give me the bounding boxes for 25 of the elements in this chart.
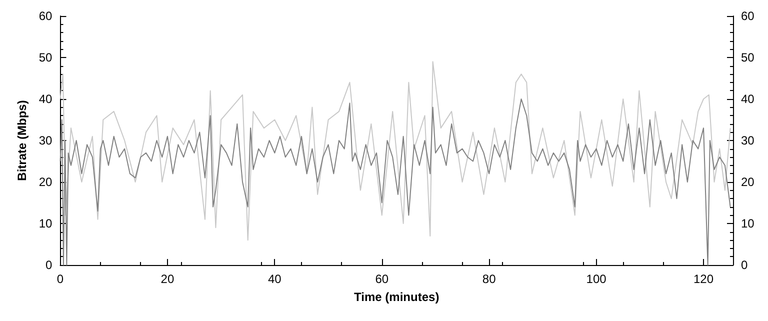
y2-tick-label: 10 xyxy=(741,216,755,230)
line-series xyxy=(60,61,731,241)
x-tick-label: 20 xyxy=(160,272,174,286)
x-tick-label: 40 xyxy=(268,272,282,286)
x-tick-label: 0 xyxy=(56,272,64,286)
x-tick-label: 60 xyxy=(375,272,389,286)
x-tick-label: 80 xyxy=(482,272,496,286)
y-tick-label: 10 xyxy=(38,216,53,230)
y-tick-label: 40 xyxy=(38,92,53,106)
x-axis-title: Time (minutes) xyxy=(354,290,440,304)
line-series xyxy=(60,98,731,266)
x-tick-label: 100 xyxy=(586,272,607,286)
y-tick-label: 30 xyxy=(38,134,53,148)
y-tick-label: 60 xyxy=(38,9,53,23)
y-tick-label: 20 xyxy=(38,175,53,189)
y2-tick-label: 50 xyxy=(741,50,755,64)
y2-tick-label: 0 xyxy=(741,258,748,272)
y-axis-title: Bitrate (Mbps) xyxy=(15,100,29,181)
y-tick-label: 0 xyxy=(46,258,53,272)
y2-tick-label: 20 xyxy=(741,175,755,189)
x-tick-label: 120 xyxy=(694,272,714,286)
y2-tick-label: 60 xyxy=(741,9,755,23)
y-tick-label: 50 xyxy=(38,50,53,64)
y2-tick-label: 40 xyxy=(741,92,755,106)
y2-tick-label: 30 xyxy=(741,134,755,148)
